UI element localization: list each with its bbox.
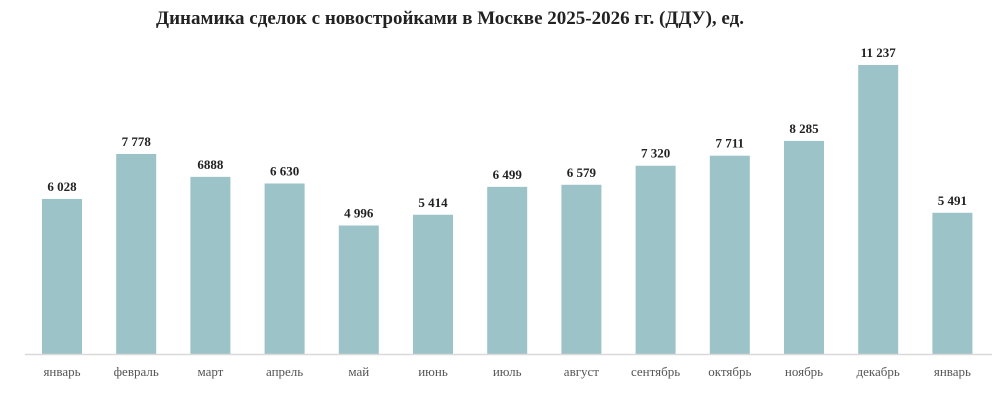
data-label: 6888 xyxy=(197,157,224,172)
bar xyxy=(858,65,899,354)
bar xyxy=(116,153,157,354)
data-label: 11 237 xyxy=(861,45,897,60)
data-label: 5 414 xyxy=(418,195,448,210)
data-label: 8 285 xyxy=(789,121,819,136)
x-tick-label: январь xyxy=(43,364,80,379)
bar xyxy=(932,212,973,354)
x-tick-label: октябрь xyxy=(708,364,751,379)
x-tick-label: июль xyxy=(493,364,522,379)
data-label: 7 778 xyxy=(122,134,152,149)
bar xyxy=(709,155,750,354)
data-label: 6 579 xyxy=(567,165,597,180)
data-label: 5 491 xyxy=(938,193,967,208)
data-label: 6 028 xyxy=(47,179,77,194)
bar xyxy=(42,198,82,354)
x-tick-label: март xyxy=(197,364,223,379)
data-label: 6 630 xyxy=(270,163,299,178)
bar xyxy=(561,184,602,354)
x-tick-label: январь xyxy=(934,364,971,379)
bar xyxy=(413,214,453,354)
x-tick-label: май xyxy=(348,364,369,379)
x-tick-label: июнь xyxy=(418,364,448,379)
bar xyxy=(635,165,676,354)
x-tick-label: август xyxy=(564,364,600,379)
x-tick-label: сентябрь xyxy=(631,364,680,379)
data-label: 4 996 xyxy=(344,206,374,221)
bar xyxy=(264,183,305,354)
data-label: 7 320 xyxy=(641,146,670,161)
bar xyxy=(487,186,528,354)
bar xyxy=(338,225,379,354)
data-label: 6 499 xyxy=(493,167,523,182)
chart-title: Динамика сделок с новостройками в Москве… xyxy=(156,8,744,29)
x-tick-label: апрель xyxy=(266,364,303,379)
data-label: 7 711 xyxy=(716,136,745,151)
x-tick-label: ноябрь xyxy=(785,364,823,379)
bar xyxy=(190,176,231,354)
x-tick-label: декабрь xyxy=(857,364,900,379)
x-tick-label: февраль xyxy=(114,364,159,379)
bar xyxy=(784,140,824,354)
